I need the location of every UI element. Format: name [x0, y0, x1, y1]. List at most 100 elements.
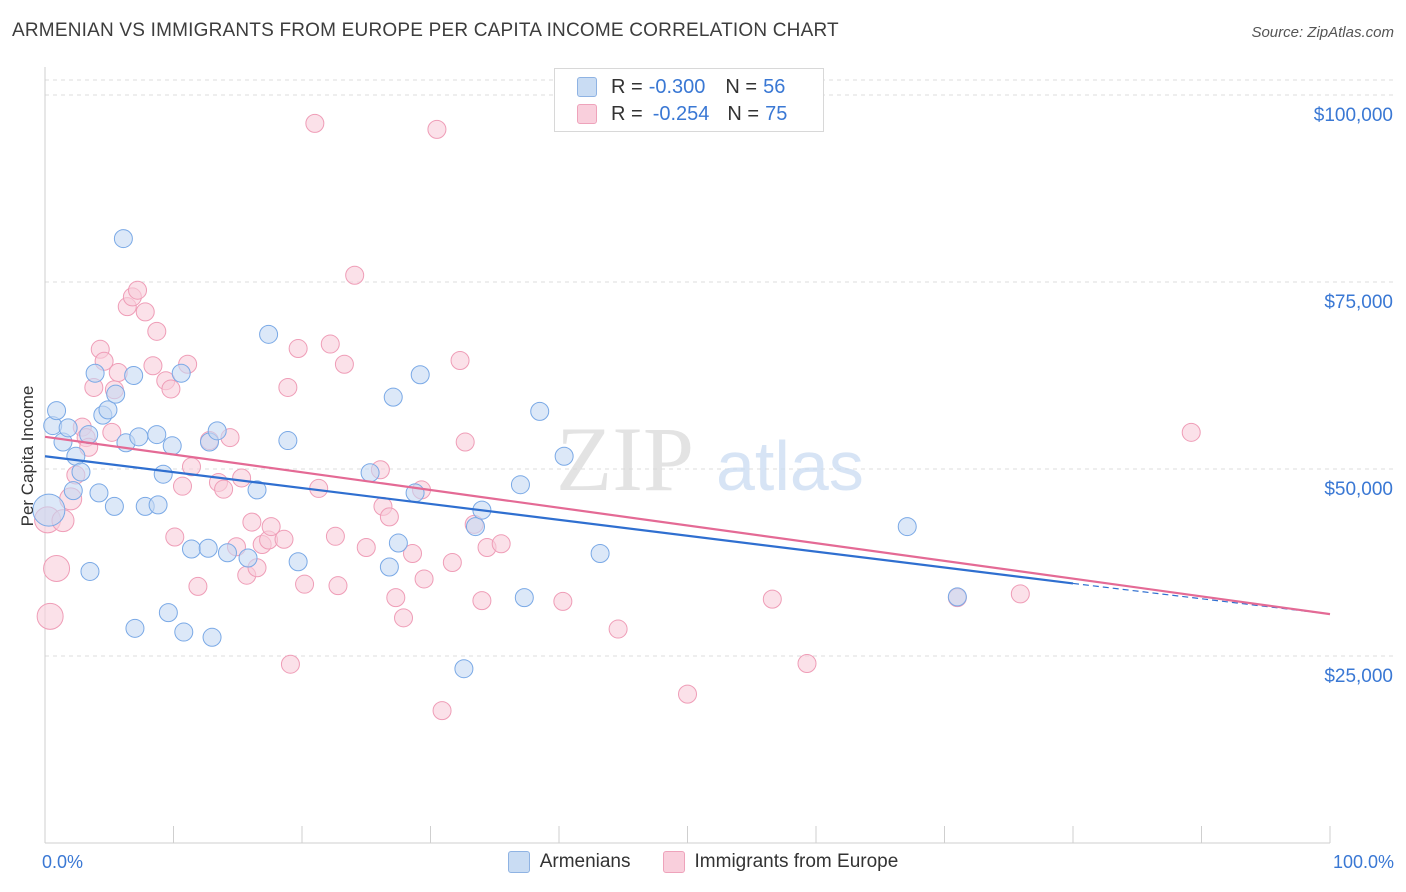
r-value: -0.254 [652, 102, 710, 125]
series-armenians [32, 229, 967, 679]
data-point [80, 561, 100, 581]
legend-label-armenians: Armenians [539, 851, 631, 872]
series-immigrants-from-europe [34, 113, 1201, 721]
data-point [360, 463, 380, 483]
data-point [128, 280, 148, 300]
data-point [274, 529, 294, 549]
data-point [590, 544, 610, 564]
trend-line-immigrants [44, 435, 1331, 616]
data-point [207, 421, 227, 441]
data-point [232, 468, 252, 488]
data-point [465, 517, 485, 537]
data-point [454, 659, 474, 679]
n-label: N = [727, 102, 760, 125]
stats-row-immigrants: R = -0.254 N = 75 [577, 102, 787, 126]
data-point [320, 334, 340, 354]
series-legend: Armenians Immigrants from Europe [0, 851, 1406, 873]
data-point [472, 591, 492, 611]
data-point [379, 507, 399, 527]
x-tick-min: 0.0% [42, 852, 84, 872]
data-point [143, 356, 163, 376]
data-point [947, 587, 967, 607]
data-point [174, 622, 194, 642]
n-label: N = [725, 75, 758, 98]
chart-title: ARMENIAN VS IMMIGRANTS FROM EUROPE PER C… [12, 20, 839, 41]
data-point [386, 588, 406, 608]
source-label: Source: ZipAtlas.com [1251, 24, 1394, 41]
trend-line-armenians [44, 455, 1074, 585]
data-point [147, 425, 167, 445]
data-point [89, 483, 109, 503]
data-point [897, 517, 917, 537]
data-point [288, 339, 308, 359]
data-point [510, 475, 530, 495]
y-axis-label: Per Capita Income [18, 385, 37, 527]
data-point [554, 446, 574, 466]
data-point [238, 548, 258, 568]
data-point [278, 431, 298, 451]
y-tick-label: $25,000 [1324, 666, 1393, 687]
legend-item-immigrants[interactable]: Immigrants from Europe [662, 851, 899, 873]
data-point [242, 512, 262, 532]
data-point [161, 379, 181, 399]
y-tick-label: $100,000 [1314, 105, 1393, 126]
data-point [410, 365, 430, 385]
data-point [113, 229, 133, 249]
data-point [379, 557, 399, 577]
legend-item-armenians[interactable]: Armenians [507, 851, 631, 873]
data-point [678, 684, 697, 704]
data-point [85, 363, 105, 383]
data-point [288, 552, 308, 572]
data-point [514, 588, 534, 608]
data-point [427, 119, 447, 139]
data-point [383, 387, 403, 407]
legend-swatch-armenians [507, 851, 530, 873]
r-value: -0.300 [648, 75, 706, 98]
data-point [328, 576, 348, 596]
data-point [148, 495, 168, 515]
data-point [432, 701, 452, 721]
data-point [162, 436, 182, 456]
stats-row-armenians: R = -0.300 N = 56 [577, 75, 785, 99]
n-value: 75 [765, 102, 788, 125]
data-point [58, 418, 78, 438]
data-point [102, 422, 122, 442]
data-point [172, 476, 192, 496]
stats-legend: R = -0.300 N = 56 R = -0.254 N = 75 [554, 68, 824, 132]
data-point [455, 432, 475, 452]
data-point [247, 480, 267, 500]
x-tick-max: 100.0% [1332, 852, 1394, 872]
data-point [356, 538, 376, 558]
y-tick-labels: $25,000 $50,000 $75,000 $100,000 [1314, 105, 1393, 687]
data-point [388, 533, 408, 553]
data-point [394, 608, 414, 628]
data-point [135, 302, 155, 322]
data-point [129, 427, 149, 447]
data-point [108, 362, 128, 382]
swatch-armenians [577, 77, 597, 97]
data-point [345, 265, 365, 285]
data-point [530, 401, 550, 421]
data-point [295, 574, 315, 594]
data-point [403, 544, 423, 564]
data-point [125, 618, 145, 638]
data-point [147, 321, 167, 341]
data-point [158, 603, 178, 623]
legend-label-immigrants: Immigrants from Europe [694, 851, 899, 872]
data-point [171, 363, 191, 383]
watermark-zip: ZIP [556, 408, 694, 510]
data-point [762, 589, 782, 609]
data-point [1181, 422, 1201, 442]
data-point [202, 627, 222, 647]
data-point [414, 569, 434, 589]
data-point [71, 462, 91, 482]
data-point [334, 354, 354, 374]
y-tick-label: $50,000 [1324, 479, 1393, 500]
data-point [104, 496, 124, 516]
data-point [153, 464, 173, 484]
data-point [797, 653, 817, 673]
data-point [43, 554, 71, 582]
data-point [259, 324, 279, 344]
data-point [32, 493, 66, 527]
